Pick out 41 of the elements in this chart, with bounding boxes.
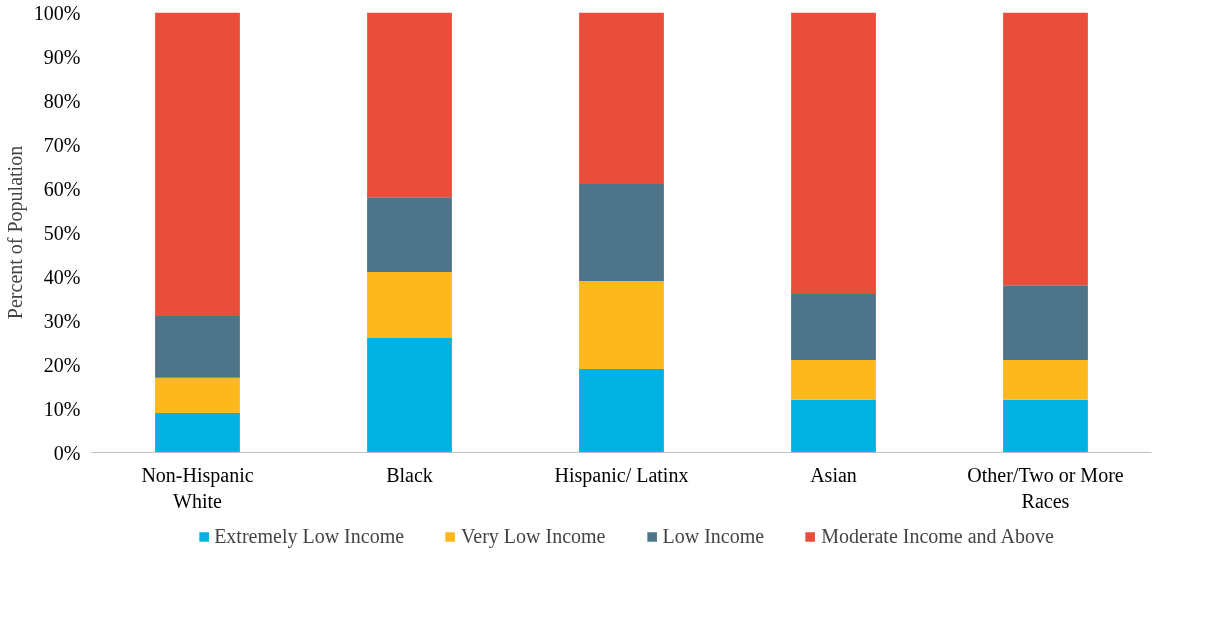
bar [155,377,240,413]
bar [579,12,664,185]
y-tick-label: 90% [43,45,81,68]
x-tick-label: Black [386,463,433,486]
y-tick-label: 0% [53,441,81,464]
y-tick-label: 30% [43,309,81,332]
bar [1003,12,1088,286]
x-tick-label: Asian [810,463,857,486]
bar [367,272,452,339]
y-tick-label: 80% [43,89,81,112]
y-tick-label: 20% [43,353,81,376]
y-axis-title: Percent of Population [3,145,27,320]
bar [579,184,664,281]
x-tick-label: Other/Two or More Races [967,463,1124,512]
legend-label: Extremely Low Income [214,524,405,548]
legend-label: Moderate Income and Above [821,524,1054,548]
y-tick-label: 40% [43,265,81,288]
bar [791,294,876,361]
y-tick-label: 70% [43,133,81,156]
bar [791,12,876,295]
bar [367,197,452,273]
y-tick-label: 50% [43,221,81,244]
bar [579,368,664,453]
x-tick-label: Non-Hispanic White [141,463,254,512]
bar [155,316,240,378]
y-tick-label: 10% [43,397,81,420]
y-tick-label: 100% [33,1,81,24]
legend-label: Low Income [662,524,765,548]
bar [155,412,240,453]
bar [791,360,876,400]
bar [367,338,452,453]
y-tick-label: 60% [43,177,81,200]
bar [1003,360,1088,400]
bar [1003,285,1088,361]
bar [791,399,876,453]
legend-label: Very Low Income [461,524,606,548]
bar [1003,399,1088,453]
bar [155,12,240,317]
bar [367,12,452,198]
x-tick-label: Hispanic/ Latinx [554,463,689,487]
bar [579,280,664,369]
